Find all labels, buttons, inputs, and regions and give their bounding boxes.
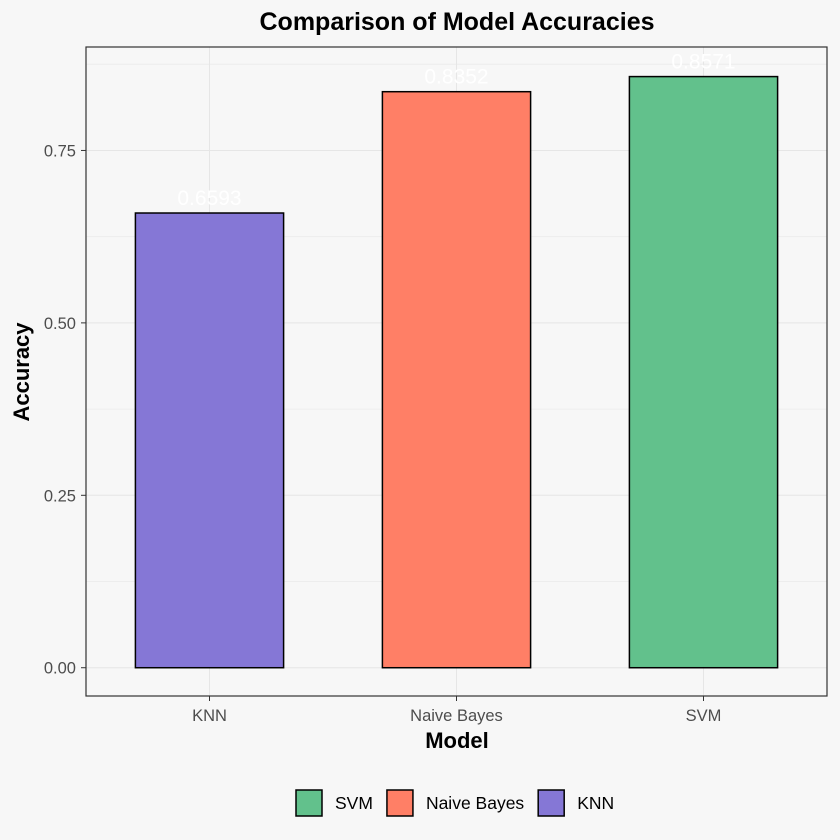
x-tick-label: Naive Bayes bbox=[410, 707, 503, 725]
bar-knn bbox=[134, 212, 285, 669]
x-tick-label: KNN bbox=[192, 707, 227, 725]
bars bbox=[134, 75, 779, 669]
bar-naive-bayes bbox=[381, 90, 532, 669]
legend: SVM Naive Bayes KNN bbox=[295, 789, 614, 817]
y-tick-label: 0.50 bbox=[44, 315, 76, 333]
x-axis: KNN Naive Bayes SVM bbox=[192, 696, 721, 725]
bar-svm bbox=[628, 75, 779, 669]
legend-label: Naive Bayes bbox=[426, 793, 524, 813]
chart-title: Comparison of Model Accuracies bbox=[260, 8, 655, 36]
y-axis-title: Accuracy bbox=[9, 322, 34, 422]
data-label: 0.8352 bbox=[424, 66, 488, 89]
legend-key-naive-bayes bbox=[386, 789, 414, 817]
y-tick-label: 0.00 bbox=[44, 660, 76, 678]
data-labels: 0.6593 0.8352 0.8571 bbox=[177, 51, 735, 210]
legend-label: KNN bbox=[577, 793, 614, 813]
x-axis-title: Model bbox=[425, 728, 489, 753]
y-tick-label: 0.75 bbox=[44, 142, 76, 160]
x-tick-label: SVM bbox=[686, 707, 722, 725]
y-tick-label: 0.25 bbox=[44, 487, 76, 505]
legend-key-knn bbox=[537, 789, 565, 817]
legend-key-svm bbox=[295, 789, 323, 817]
data-label: 0.8571 bbox=[671, 51, 735, 74]
data-label: 0.6593 bbox=[177, 187, 241, 210]
legend-label: SVM bbox=[335, 793, 373, 813]
y-axis: 0.00 0.25 0.50 0.75 bbox=[44, 142, 86, 678]
